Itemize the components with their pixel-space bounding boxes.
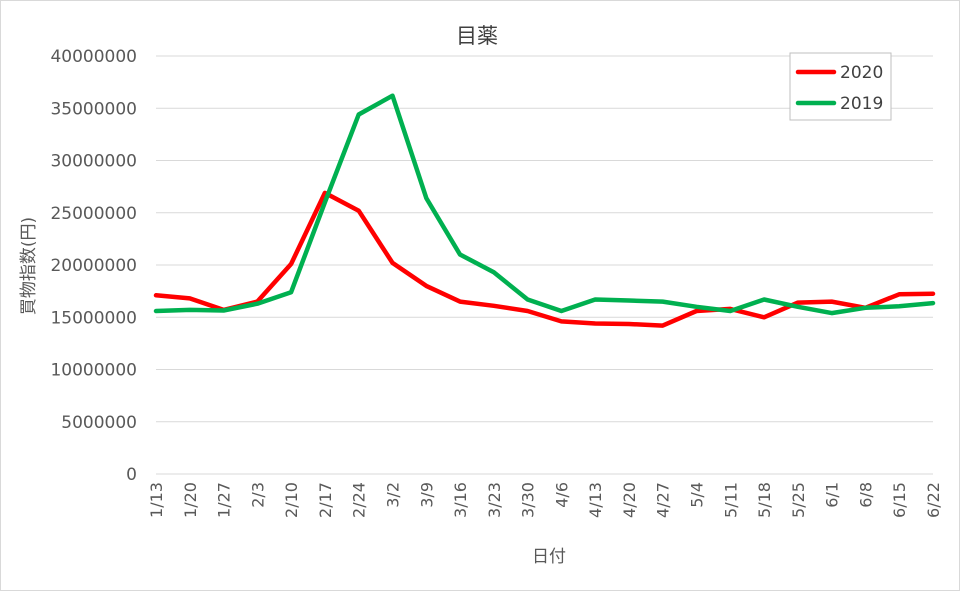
y-tick-label: 0 xyxy=(126,465,137,485)
x-tick-label: 6/8 xyxy=(856,482,875,508)
y-tick-label: 5000000 xyxy=(61,413,137,433)
x-tick-label: 2/3 xyxy=(248,482,267,508)
y-tick-label: 10000000 xyxy=(50,361,137,381)
chart-title: 目薬 xyxy=(456,24,498,48)
y-tick-label: 15000000 xyxy=(50,308,137,328)
x-tick-label: 5/11 xyxy=(721,482,740,518)
x-tick-label: 5/18 xyxy=(755,482,774,518)
y-axis-ticks: 0 5000000 10000000 15000000 20000000 25000000… xyxy=(50,47,137,485)
x-tick-label: 3/30 xyxy=(519,482,538,518)
x-tick-label: 1/27 xyxy=(215,482,234,518)
legend-label-2019: 2019 xyxy=(840,94,883,114)
series-lines xyxy=(153,93,936,328)
legend: 2020 2019 xyxy=(789,52,892,121)
series-line-2020 xyxy=(153,190,936,328)
y-tick-label: 40000000 xyxy=(50,47,137,67)
x-tick-label: 6/15 xyxy=(890,482,909,518)
x-tick-label: 6/22 xyxy=(924,482,943,518)
x-axis-label: 日付 xyxy=(532,547,566,567)
x-tick-label: 1/13 xyxy=(147,482,166,518)
x-tick-label: 3/16 xyxy=(451,482,470,518)
x-tick-label: 5/25 xyxy=(789,482,808,518)
y-tick-label: 25000000 xyxy=(50,204,137,224)
x-tick-label: 4/20 xyxy=(620,482,639,518)
y-tick-label: 20000000 xyxy=(50,256,137,276)
y-tick-label: 30000000 xyxy=(50,152,137,172)
x-tick-label: 3/9 xyxy=(417,482,436,508)
x-axis-ticks: 1/13 1/20 1/27 2/3 2/10 2/17 2/24 3/2 3/9 3/16 3/2… xyxy=(147,482,943,518)
x-tick-label: 2/17 xyxy=(316,482,335,518)
x-tick-label: 4/27 xyxy=(654,482,673,518)
x-tick-label: 4/6 xyxy=(552,482,571,508)
series-line-2019 xyxy=(153,93,936,316)
x-tick-label: 2/24 xyxy=(350,482,369,518)
y-axis-label: 買物指数(円) xyxy=(19,217,39,315)
x-tick-label: 3/2 xyxy=(383,482,402,508)
x-tick-label: 4/13 xyxy=(586,482,605,518)
x-tick-label: 5/4 xyxy=(688,482,707,508)
x-tick-label: 3/23 xyxy=(485,482,504,518)
legend-box xyxy=(789,52,892,121)
x-tick-label: 6/1 xyxy=(823,482,842,508)
x-tick-label: 2/10 xyxy=(282,482,301,518)
gridlines xyxy=(156,55,933,475)
x-tick-label: 1/20 xyxy=(181,482,200,518)
y-tick-label: 35000000 xyxy=(50,99,137,119)
legend-label-2020: 2020 xyxy=(840,63,883,83)
